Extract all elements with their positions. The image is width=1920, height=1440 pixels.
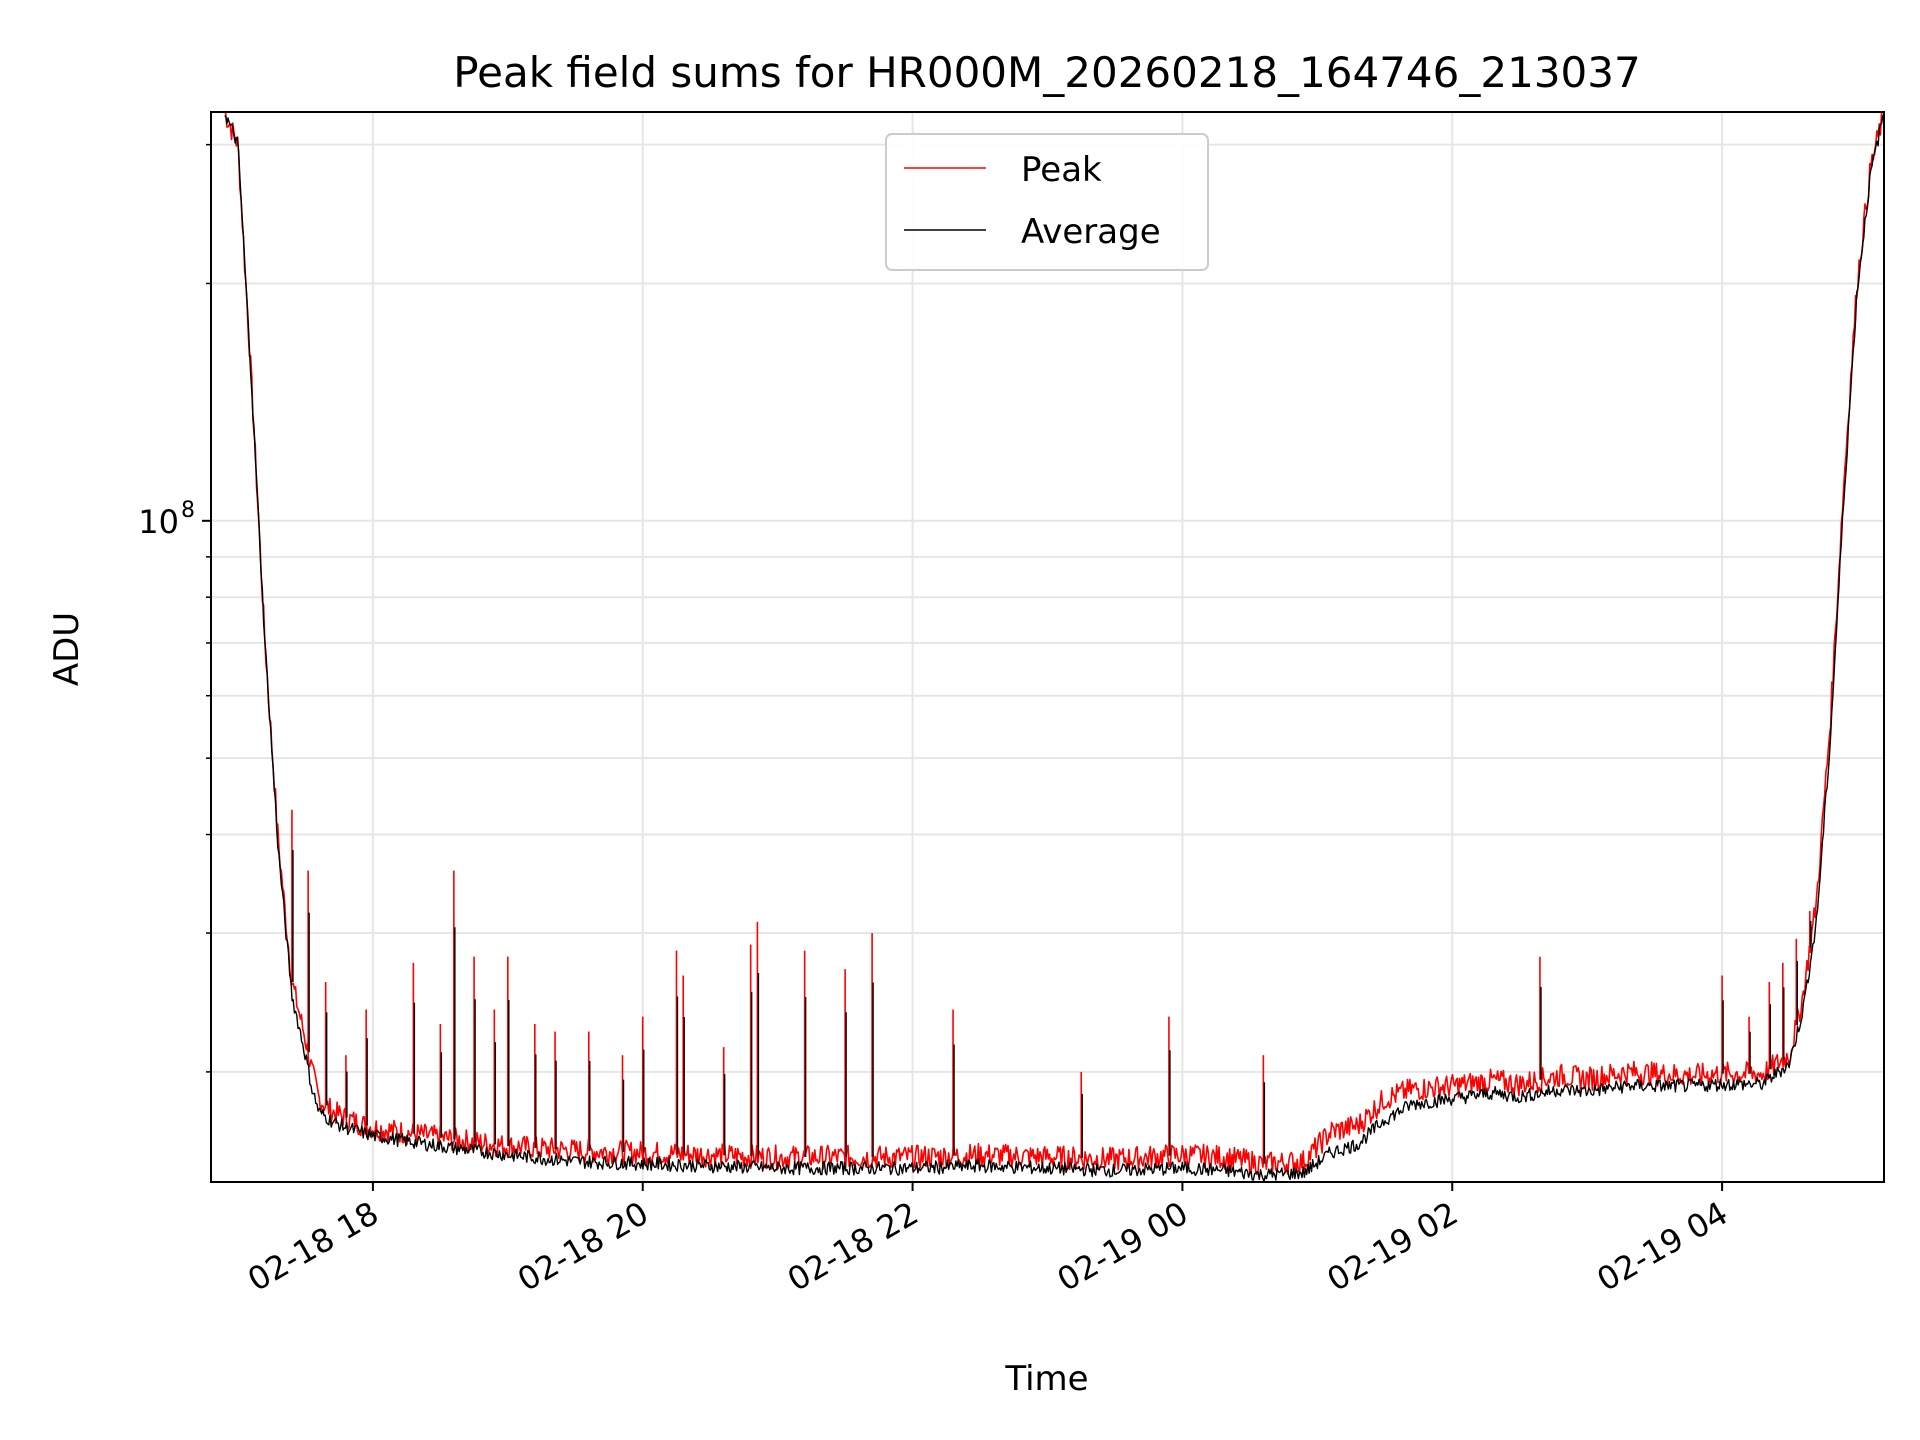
x-axis-label: Time [1004, 1359, 1088, 1399]
y-axis: 10 8 [138, 143, 211, 1073]
plot-area [223, 112, 1884, 1182]
chart-title: Peak field sums for HR000M_20260218_1647… [453, 48, 1640, 97]
axes-frame [210, 111, 1885, 1183]
legend-average-label: Average [1021, 212, 1161, 252]
legend: Peak Average [885, 133, 1209, 271]
series-line-peak [223, 112, 1884, 1176]
legend-peak-label: Peak [1021, 150, 1102, 190]
y-tick-exponent: 8 [181, 498, 195, 523]
series-line-average [224, 113, 1884, 1182]
y-axis-label: ADU [47, 612, 87, 686]
y-tick-label: 10 [138, 503, 179, 541]
